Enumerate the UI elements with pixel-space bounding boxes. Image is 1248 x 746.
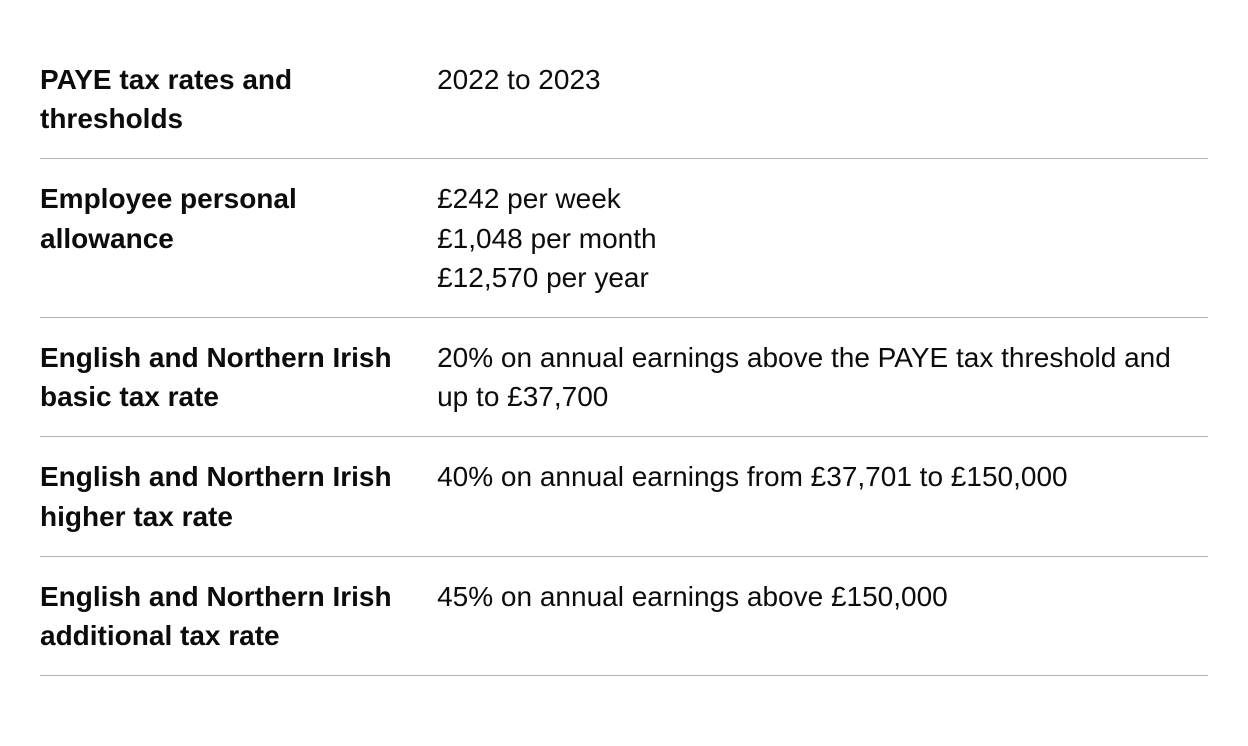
value-line: £242 per week	[437, 179, 1188, 218]
paye-tax-table: PAYE tax rates and thresholds 2022 to 20…	[40, 40, 1208, 676]
value-line: £1,048 per month	[437, 219, 1188, 258]
row-value: 40% on annual earnings from £37,701 to £…	[437, 437, 1208, 556]
row-label: English and Northern Irish basic tax rat…	[40, 317, 437, 436]
row-value: 45% on annual earnings above £150,000	[437, 556, 1208, 675]
table-row: English and Northern Irish additional ta…	[40, 556, 1208, 675]
row-value: £242 per week £1,048 per month £12,570 p…	[437, 159, 1208, 318]
row-label: English and Northern Irish additional ta…	[40, 556, 437, 675]
table-row: Employee personal allowance £242 per wee…	[40, 159, 1208, 318]
value-line: £12,570 per year	[437, 258, 1188, 297]
row-label: Employee personal allowance	[40, 159, 437, 318]
table-row: English and Northern Irish basic tax rat…	[40, 317, 1208, 436]
header-col-1: PAYE tax rates and thresholds	[40, 40, 437, 159]
row-label: English and Northern Irish higher tax ra…	[40, 437, 437, 556]
header-col-2: 2022 to 2023	[437, 40, 1208, 159]
row-value: 20% on annual earnings above the PAYE ta…	[437, 317, 1208, 436]
table-header-row: PAYE tax rates and thresholds 2022 to 20…	[40, 40, 1208, 159]
table-row: English and Northern Irish higher tax ra…	[40, 437, 1208, 556]
